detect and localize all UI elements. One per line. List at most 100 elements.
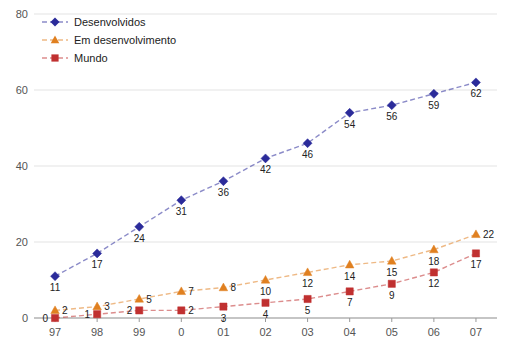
data-label: 3 <box>104 301 110 312</box>
legend-marker <box>51 36 60 44</box>
data-label: 2 <box>62 305 68 316</box>
data-point <box>472 250 479 257</box>
data-point <box>430 245 439 253</box>
data-label: 15 <box>386 267 398 278</box>
data-label: 46 <box>302 149 314 160</box>
legend-label: Em desenvolvimento <box>74 34 176 46</box>
data-label: 11 <box>50 282 61 293</box>
x-tick-label: 01 <box>217 326 229 338</box>
data-point <box>304 295 311 302</box>
data-label: 2 <box>188 305 194 316</box>
data-point <box>345 108 354 117</box>
data-label: 12 <box>428 278 440 289</box>
data-label: 36 <box>218 187 230 198</box>
data-label: 54 <box>344 119 356 130</box>
data-point <box>387 101 396 110</box>
data-point <box>135 295 144 303</box>
data-point <box>261 276 270 284</box>
data-label: 17 <box>470 259 482 270</box>
x-tick-label: 97 <box>49 326 61 338</box>
x-tick <box>433 318 434 322</box>
x-tick <box>181 318 182 322</box>
data-label: 24 <box>134 233 146 244</box>
x-tick-label: 07 <box>470 326 482 338</box>
grid-line <box>34 14 497 15</box>
data-label: 14 <box>344 271 356 282</box>
data-label: 8 <box>230 282 236 293</box>
x-tick-label: 04 <box>344 326 356 338</box>
data-label: 3 <box>221 313 227 324</box>
legend: Desenvolvidos Em desenvolvimento Mundo <box>42 16 176 64</box>
series-line <box>55 234 476 310</box>
data-point <box>220 303 227 310</box>
legend-marker <box>51 54 58 61</box>
data-point <box>219 283 228 291</box>
data-point <box>429 89 438 98</box>
data-label: 31 <box>176 206 188 217</box>
data-point <box>93 302 102 310</box>
plot-area <box>51 78 481 322</box>
data-label: 22 <box>483 229 495 240</box>
x-tick <box>349 318 350 322</box>
data-label: 0 <box>42 313 48 324</box>
x-tick <box>139 318 140 322</box>
data-label: 4 <box>263 309 269 320</box>
data-point <box>51 306 60 314</box>
data-label: 5 <box>305 305 311 316</box>
data-label: 7 <box>188 286 194 297</box>
data-point <box>387 257 396 265</box>
x-tick <box>475 318 476 322</box>
legend-label: Desenvolvidos <box>74 16 146 28</box>
legend-item: Em desenvolvimento <box>42 34 176 46</box>
x-tick-label: 06 <box>428 326 440 338</box>
data-point <box>51 272 60 281</box>
data-labels: 1117243136424654565962235781012141518220… <box>42 88 494 323</box>
data-point <box>471 78 480 87</box>
y-tick-label: 60 <box>16 84 28 96</box>
x-tick-label: 05 <box>386 326 398 338</box>
data-label: 17 <box>92 259 104 270</box>
x-tick-label: 98 <box>91 326 103 338</box>
data-point <box>177 196 186 205</box>
data-point <box>94 311 101 318</box>
legend-item: Mundo <box>42 52 108 64</box>
data-point <box>177 287 186 295</box>
data-label: 1 <box>85 309 91 320</box>
data-label: 42 <box>260 164 272 175</box>
data-point <box>178 307 185 314</box>
data-point <box>93 249 102 258</box>
data-point <box>303 139 312 148</box>
data-label: 12 <box>302 278 314 289</box>
legend-item: Desenvolvidos <box>42 16 146 28</box>
data-point <box>219 177 228 186</box>
data-point <box>346 288 353 295</box>
data-point <box>135 222 144 231</box>
data-label: 9 <box>389 290 395 301</box>
data-label: 62 <box>470 88 482 99</box>
data-label: 18 <box>428 256 440 267</box>
data-point <box>430 269 437 276</box>
x-tick-label: 0 <box>178 326 184 338</box>
data-point <box>388 280 395 287</box>
legend-label: Mundo <box>74 52 108 64</box>
data-point <box>51 314 58 321</box>
grid-line <box>34 90 497 91</box>
data-label: 56 <box>386 111 398 122</box>
x-tick-label: 02 <box>259 326 271 338</box>
data-label: 2 <box>127 305 133 316</box>
y-tick-label: 40 <box>16 160 28 172</box>
y-tick-label: 20 <box>16 236 28 248</box>
x-tick <box>307 318 308 322</box>
grid <box>34 14 497 318</box>
chart: 020406080979899001020304050607Desenvolvi… <box>0 0 509 346</box>
data-point <box>303 268 312 276</box>
data-label: 10 <box>260 286 272 297</box>
y-tick-label: 80 <box>16 8 28 20</box>
data-point <box>261 154 270 163</box>
series-line <box>55 82 476 276</box>
data-label: 7 <box>347 297 353 308</box>
data-label: 59 <box>428 100 440 111</box>
data-point <box>472 230 481 238</box>
x-tick-label: 99 <box>133 326 145 338</box>
data-point <box>345 260 354 268</box>
